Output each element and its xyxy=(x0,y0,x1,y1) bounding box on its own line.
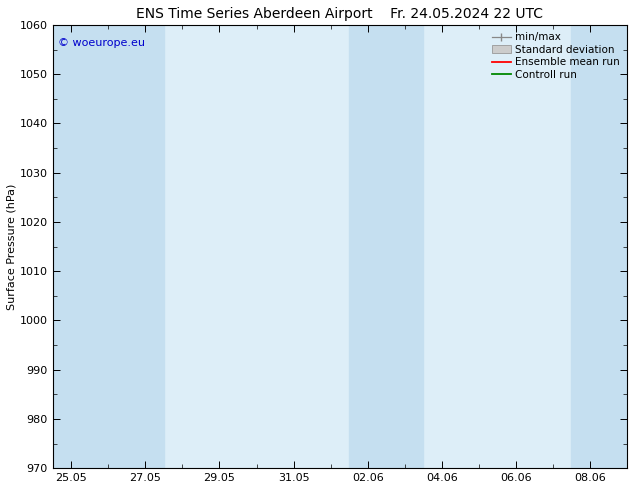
Text: © woeurope.eu: © woeurope.eu xyxy=(58,38,145,48)
Bar xyxy=(127,25,164,468)
Bar xyxy=(571,25,627,468)
Bar xyxy=(349,25,424,468)
Title: ENS Time Series Aberdeen Airport    Fr. 24.05.2024 22 UTC: ENS Time Series Aberdeen Airport Fr. 24.… xyxy=(136,7,543,21)
Bar xyxy=(53,25,127,468)
Y-axis label: Surface Pressure (hPa): Surface Pressure (hPa) xyxy=(7,183,17,310)
Legend: min/max, Standard deviation, Ensemble mean run, Controll run: min/max, Standard deviation, Ensemble me… xyxy=(490,30,622,82)
